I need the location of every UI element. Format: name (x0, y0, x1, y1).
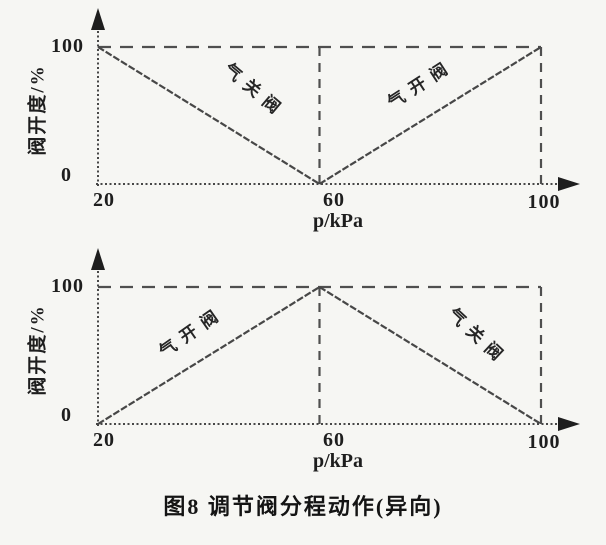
x-tick-60: 60 (323, 189, 345, 211)
y-axis-label: 阀开度/% (27, 64, 49, 156)
chart-bottom-canvas (91, 248, 580, 431)
x-axis-label: p/kPa (312, 210, 364, 232)
chart-top: 100 0 20 60 100 p/kPa 阀开度/% 气关阀 气开阀 (0, 0, 606, 240)
chart-bottom: 100 0 20 60 100 p/kPa 阀开度/% 气开阀 气关阀 (0, 240, 606, 480)
y-tick-100: 100 (51, 275, 84, 297)
x-axis-label: p/kPa (312, 450, 364, 472)
figure-caption: 图8 调节阀分程动作(异向) (163, 494, 443, 519)
x-tick-100: 100 (527, 191, 561, 213)
x-tick-60: 60 (323, 429, 345, 451)
x-tick-20: 20 (93, 189, 115, 211)
x-tick-20: 20 (93, 429, 115, 451)
y-axis-label: 阀开度/% (27, 304, 49, 396)
y-tick-100: 100 (51, 35, 84, 57)
chart-top-canvas (91, 8, 580, 191)
y-tick-0: 0 (61, 164, 72, 186)
x-tick-100: 100 (527, 431, 561, 453)
y-tick-0: 0 (61, 404, 72, 426)
